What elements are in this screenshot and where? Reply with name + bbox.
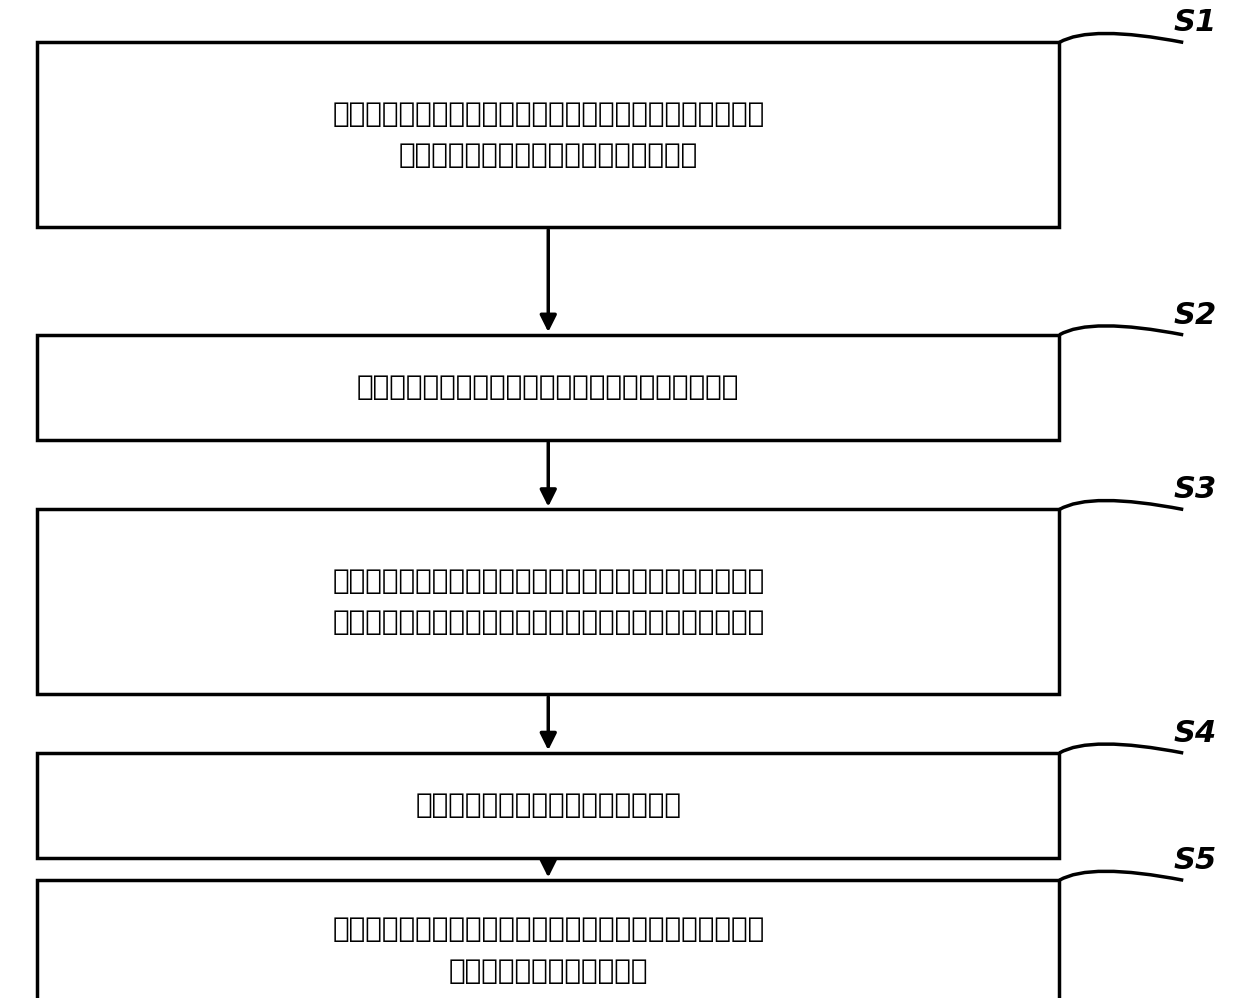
Text: S2: S2 bbox=[1175, 300, 1217, 330]
Text: S1: S1 bbox=[1175, 8, 1217, 38]
Bar bbox=[37, 880, 1059, 998]
Bar bbox=[37, 335, 1059, 440]
Text: 根据所述渗透率测井解释模型以及储层的孔隙度、地层电阻
率相对值计算储层的渗透率: 根据所述渗透率测井解释模型以及储层的孔隙度、地层电阻 率相对值计算储层的渗透率 bbox=[332, 915, 764, 985]
Bar bbox=[37, 509, 1059, 695]
Text: S3: S3 bbox=[1175, 475, 1217, 505]
Text: 在地层电阻率相对值的每一分布区间内，分别对岩心孔隙度
值及岩心分析渗透率值进行拟合，建立渗透率测井解释模型: 在地层电阻率相对值的每一分布区间内，分别对岩心孔隙度 值及岩心分析渗透率值进行拟… bbox=[332, 567, 764, 637]
Text: 将各点的所述地层电阻率相对值划分至不同分布区间: 将各点的所述地层电阻率相对值划分至不同分布区间 bbox=[357, 373, 740, 401]
Text: S4: S4 bbox=[1175, 719, 1217, 748]
Bar bbox=[37, 43, 1059, 228]
Text: 获取储层的常规测井资料以及岩心分析资料，并在具有岩心
分析资料的深度点求取地层电阻率相对值: 获取储层的常规测井资料以及岩心分析资料，并在具有岩心 分析资料的深度点求取地层电… bbox=[332, 100, 764, 170]
Bar bbox=[37, 752, 1059, 857]
Text: S5: S5 bbox=[1175, 846, 1217, 875]
Text: 利用常规测井资料获取储层的孔隙度: 利用常规测井资料获取储层的孔隙度 bbox=[415, 791, 681, 819]
